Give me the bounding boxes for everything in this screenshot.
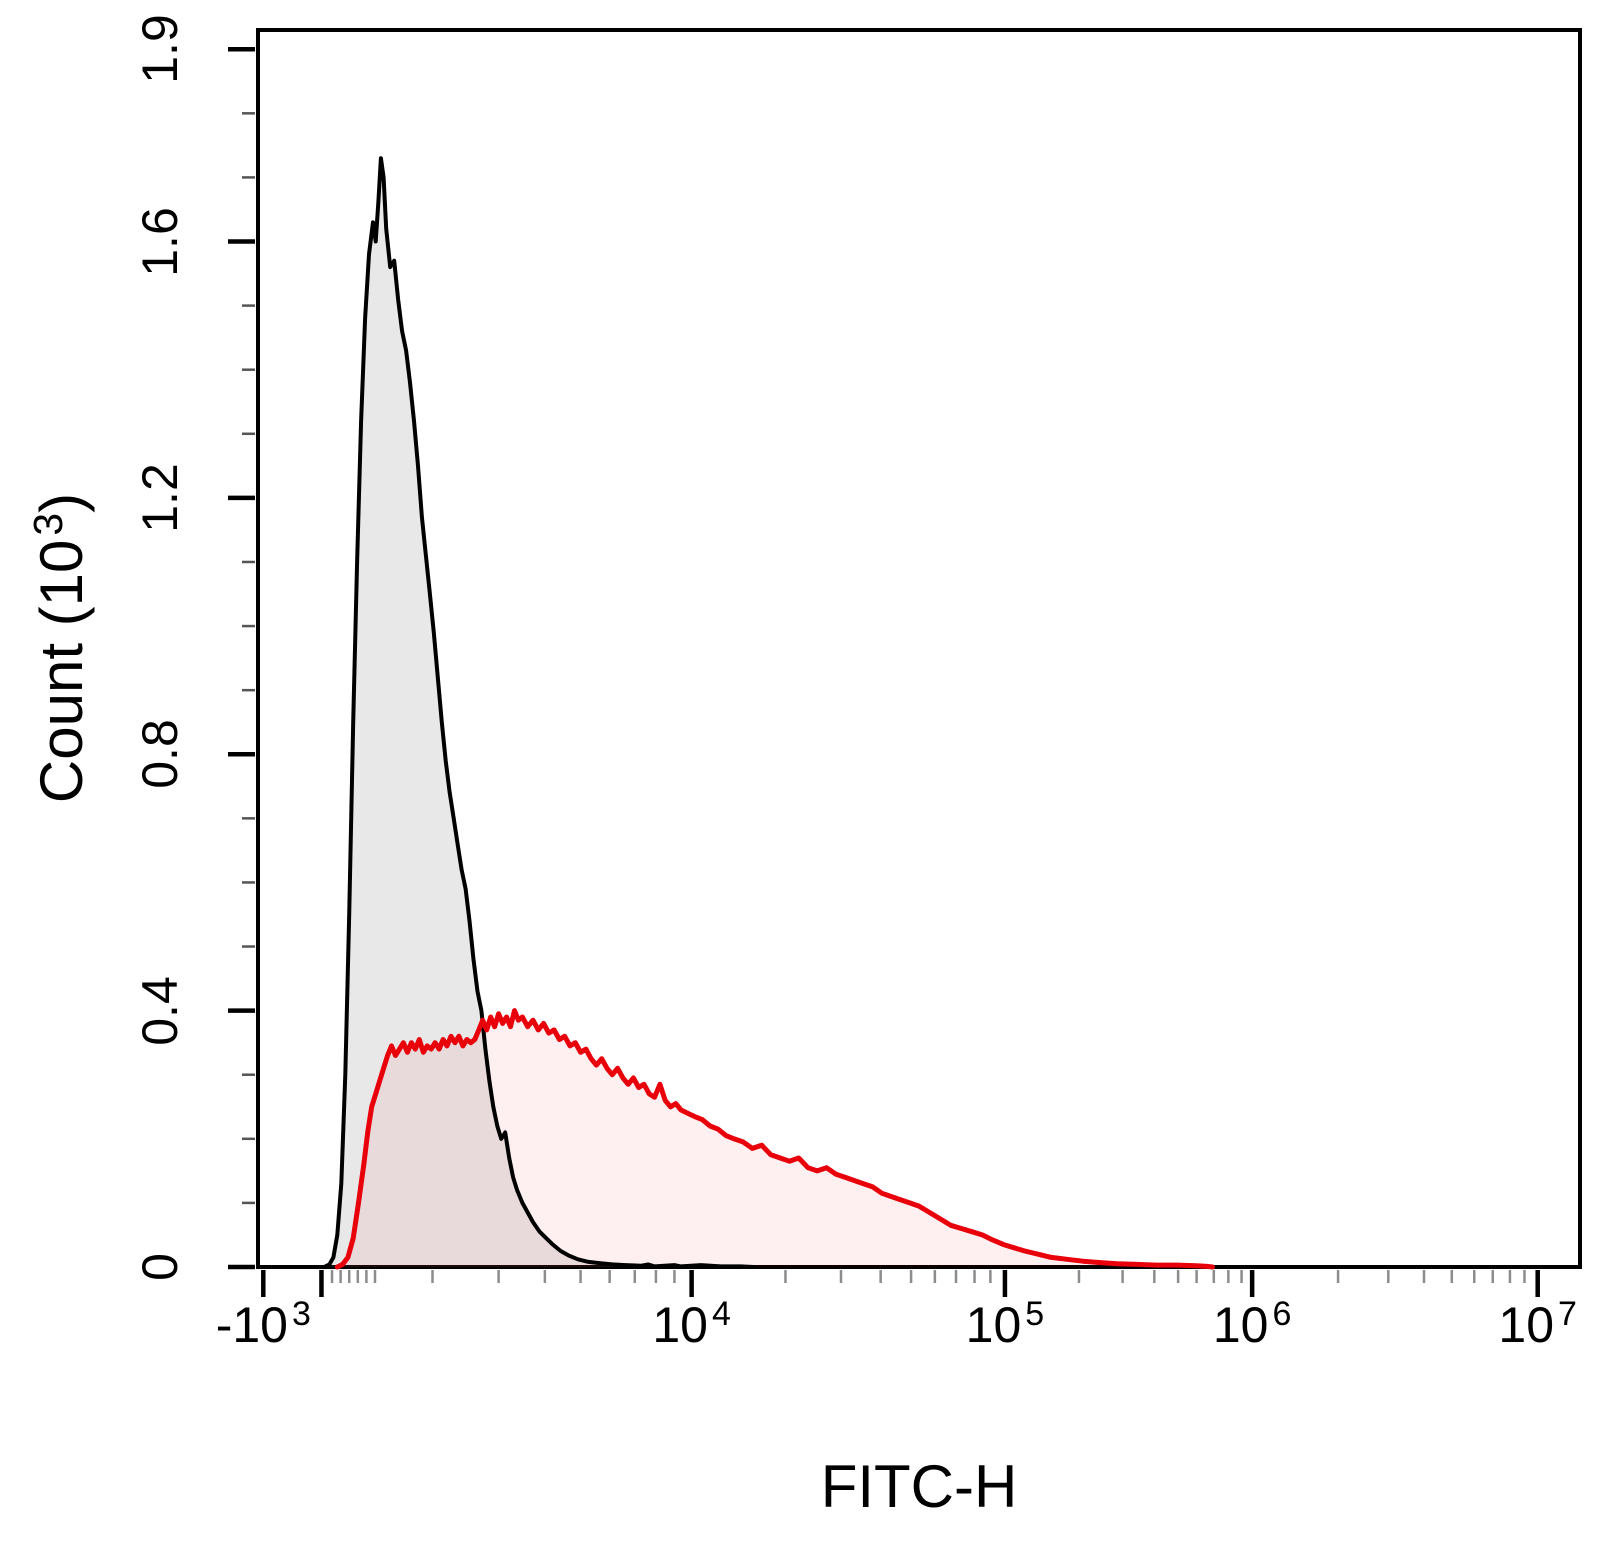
histogram-red-line bbox=[334, 1008, 1215, 1270]
y-tick-label: 1.9 bbox=[132, 14, 188, 84]
y-title-exponent: 3 bbox=[24, 512, 71, 536]
y-axis-title: Count (10 3) bbox=[25, 493, 95, 803]
x-tick-label: -10 3 bbox=[215, 1297, 311, 1353]
x-tick-base: -10 bbox=[215, 1297, 288, 1353]
x-tick-base: 10 bbox=[652, 1297, 708, 1353]
x-tick-base: 10 bbox=[1212, 1297, 1269, 1353]
x-tick-base: 10 bbox=[965, 1297, 1022, 1353]
y-tick-label: 1.2 bbox=[132, 463, 188, 533]
y-tick-label: 0.8 bbox=[132, 719, 188, 790]
x-tick-label: 10 7 bbox=[1498, 1297, 1577, 1353]
histogram-curves bbox=[322, 156, 1215, 1270]
x-tick-exponent: 5 bbox=[1025, 1295, 1045, 1333]
y-title-text: Count (10 bbox=[28, 539, 95, 804]
axis-ticks bbox=[228, 46, 1540, 1297]
x-tick-base: 10 bbox=[1498, 1297, 1555, 1353]
y-tick-label: 0 bbox=[132, 1253, 188, 1281]
histogram-black-filled-gray-fill bbox=[324, 158, 754, 1268]
x-tick-label: 10 5 bbox=[965, 1297, 1045, 1353]
y-title-close-paren: ) bbox=[28, 492, 95, 513]
x-tick-exponent: 7 bbox=[1558, 1295, 1577, 1333]
x-tick-exponent: 6 bbox=[1272, 1295, 1292, 1333]
x-axis-title: FITC-H bbox=[820, 1453, 1018, 1520]
x-tick-exponent: 4 bbox=[711, 1295, 731, 1333]
x-tick-label: 10 4 bbox=[652, 1297, 731, 1353]
histogram-red-fill bbox=[337, 1010, 1213, 1267]
y-tick-label: 1.6 bbox=[132, 206, 188, 277]
histogram-black-filled-gray-line bbox=[322, 156, 756, 1269]
x-tick-exponent: 3 bbox=[291, 1295, 311, 1333]
x-tick-label: 10 6 bbox=[1212, 1297, 1292, 1353]
y-tick-label: 0.4 bbox=[132, 975, 188, 1046]
plot-border bbox=[256, 28, 1582, 1269]
